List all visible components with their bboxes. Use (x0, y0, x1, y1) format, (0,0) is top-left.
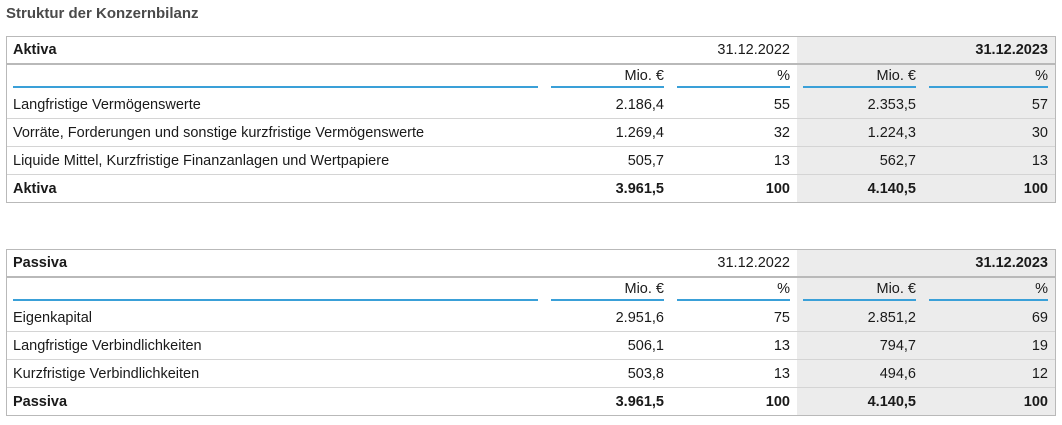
aktiva-unit-curr-pct: % (929, 68, 1048, 88)
curr-pct-cell: 13 (923, 147, 1055, 175)
total-prev-pct: 100 (765, 393, 790, 410)
curr-pct-cell: 30 (923, 119, 1055, 147)
passiva-table: Passiva 31.12.2022 31.12.2023 Mio. € % M… (6, 249, 1056, 416)
curr-pct-cell: 69 (923, 304, 1055, 332)
curr-pct-cell: 12 (923, 360, 1055, 388)
table-row: Kurzfristige Verbindlichkeiten 503,8 13 … (7, 360, 1055, 388)
prev-pct-cell: 32 (671, 119, 797, 147)
passiva-total-row: Passiva 3.961,5 100 4.140,5 100 (7, 388, 1055, 415)
prev-mio-cell: 506,1 (545, 332, 671, 360)
prev-mio-cell: 2.951,6 (545, 304, 671, 332)
total-label: Passiva (13, 393, 68, 410)
curr-pct-cell: 57 (923, 91, 1055, 119)
passiva-year-prev: 31.12.2022 (671, 250, 797, 278)
row-label: Kurzfristige Verbindlichkeiten (7, 360, 545, 388)
aktiva-year-curr: 31.12.2023 (923, 37, 1055, 65)
curr-mio-cell: 562,7 (797, 147, 923, 175)
prev-pct-cell: 13 (671, 147, 797, 175)
page-title: Struktur der Konzernbilanz (6, 5, 199, 22)
aktiva-year-prev: 31.12.2022 (671, 37, 797, 65)
passiva-header-row: Passiva 31.12.2022 31.12.2023 (7, 250, 1055, 278)
curr-mio-cell: 2.851,2 (797, 304, 923, 332)
row-label: Langfristige Vermögenswerte (7, 91, 545, 119)
prev-mio-cell: 503,8 (545, 360, 671, 388)
aktiva-total-row: Aktiva 3.961,5 100 4.140,5 100 (7, 175, 1055, 202)
passiva-year-curr: 31.12.2023 (923, 250, 1055, 278)
prev-pct-cell: 13 (671, 360, 797, 388)
passiva-unit-curr-pct: % (929, 281, 1048, 301)
aktiva-header-row: Aktiva 31.12.2022 31.12.2023 (7, 37, 1055, 65)
curr-mio-cell: 794,7 (797, 332, 923, 360)
curr-mio-cell: 2.353,5 (797, 91, 923, 119)
table-row: Eigenkapital 2.951,6 75 2.851,2 69 (7, 304, 1055, 332)
row-label: Eigenkapital (7, 304, 545, 332)
passiva-unit-prev-pct: % (677, 281, 790, 301)
total-label: Aktiva (13, 180, 57, 197)
row-label: Vorräte, Forderungen und sonstige kurzfr… (7, 119, 545, 147)
aktiva-unit-row: Mio. € % Mio. € % (7, 65, 1055, 91)
total-curr-mio: 4.140,5 (797, 175, 923, 202)
prev-mio-cell: 505,7 (545, 147, 671, 175)
aktiva-unit-curr-mio: Mio. € (803, 68, 916, 88)
total-prev-pct: 100 (765, 180, 790, 197)
aktiva-unit-prev-pct: % (677, 68, 790, 88)
table-row: Langfristige Vermögenswerte 2.186,4 55 2… (7, 91, 1055, 119)
prev-mio-cell: 1.269,4 (545, 119, 671, 147)
table-row: Liquide Mittel, Kurzfristige Finanzanlag… (7, 147, 1055, 175)
table-row: Langfristige Verbindlichkeiten 506,1 13 … (7, 332, 1055, 360)
aktiva-header-label: Aktiva (7, 37, 545, 65)
passiva-unit-curr-mio: Mio. € (803, 281, 916, 301)
passiva-unit-prev-mio: Mio. € (551, 281, 664, 301)
curr-mio-cell: 1.224,3 (797, 119, 923, 147)
prev-pct-cell: 75 (671, 304, 797, 332)
curr-mio-cell: 494,6 (797, 360, 923, 388)
prev-pct-cell: 55 (671, 91, 797, 119)
row-label: Liquide Mittel, Kurzfristige Finanzanlag… (7, 147, 545, 175)
passiva-unit-row: Mio. € % Mio. € % (7, 278, 1055, 304)
total-curr-pct: 100 (923, 388, 1055, 415)
total-prev-mio: 3.961,5 (615, 180, 664, 197)
passiva-header-label: Passiva (7, 250, 545, 278)
prev-pct-cell: 13 (671, 332, 797, 360)
row-label: Langfristige Verbindlichkeiten (7, 332, 545, 360)
table-row: Vorräte, Forderungen und sonstige kurzfr… (7, 119, 1055, 147)
total-curr-pct: 100 (923, 175, 1055, 202)
prev-mio-cell: 2.186,4 (545, 91, 671, 119)
total-curr-mio: 4.140,5 (797, 388, 923, 415)
curr-pct-cell: 19 (923, 332, 1055, 360)
aktiva-table: Aktiva 31.12.2022 31.12.2023 Mio. € % Mi… (6, 36, 1056, 203)
total-prev-mio: 3.961,5 (615, 393, 664, 410)
aktiva-unit-prev-mio: Mio. € (551, 68, 664, 88)
